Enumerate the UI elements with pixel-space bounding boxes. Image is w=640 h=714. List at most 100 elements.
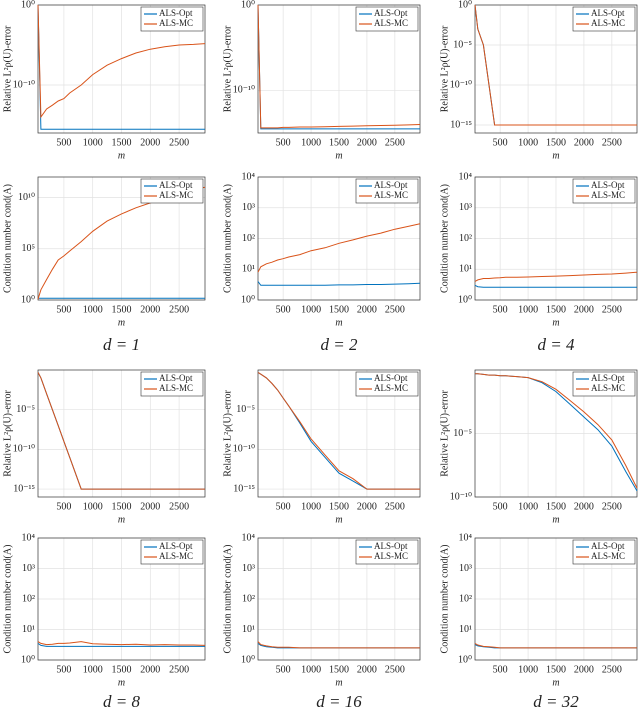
- x-tick-label: 500: [493, 304, 508, 315]
- x-tick-label: 1000: [518, 501, 538, 512]
- x-tick-label: 1000: [518, 137, 538, 148]
- x-tick-label: 2500: [169, 304, 189, 315]
- legend-label: ALS-MC: [374, 190, 408, 200]
- y-tick-label: 10⁰: [241, 0, 255, 10]
- x-tick-label: 1000: [301, 304, 321, 315]
- legend-box: [355, 6, 419, 32]
- x-tick-label: 1000: [83, 501, 103, 512]
- legend-label: ALS-MC: [591, 551, 625, 561]
- series-line: [257, 371, 420, 490]
- plot-frame: [37, 369, 206, 498]
- x-tick-label: 2500: [385, 137, 405, 148]
- x-tick-label: 1500: [329, 137, 349, 148]
- x-axis-label: m: [335, 150, 342, 161]
- y-axis-label: Relative L²ρ(U)-error: [439, 390, 450, 477]
- y-tick-label: 10⁰: [241, 654, 255, 665]
- x-axis-label: m: [552, 677, 559, 688]
- legend-label: ALS-MC: [591, 18, 625, 28]
- legend-label: ALS-Opt: [591, 373, 625, 383]
- x-tick-label: 2500: [169, 501, 189, 512]
- y-tick-label: 10⁴: [22, 532, 36, 543]
- legend-label: ALS-Opt: [374, 180, 408, 190]
- x-tick-label: 2000: [140, 501, 160, 512]
- y-tick-label: 10¹: [459, 264, 472, 275]
- legend-label: ALS-Opt: [591, 541, 625, 551]
- caption: d = 16: [316, 692, 362, 711]
- y-tick-label: 10⁻¹⁰: [13, 79, 35, 90]
- y-tick-label: 10³: [242, 202, 255, 213]
- series-line: [474, 642, 637, 649]
- plot-frame: [257, 369, 421, 498]
- y-tick-label: 10⁻¹⁵: [13, 483, 35, 494]
- y-tick-label: 10⁰: [21, 294, 35, 305]
- x-tick-label: 1500: [329, 664, 349, 675]
- x-tick-label: 2000: [357, 137, 377, 148]
- y-tick-label: 10³: [242, 563, 255, 574]
- y-axis-label: Condition number cond(A): [222, 545, 233, 654]
- x-tick-label: 1500: [329, 304, 349, 315]
- x-axis-label: m: [552, 317, 559, 328]
- y-tick-label: 10⁻¹⁰: [233, 444, 255, 455]
- x-tick-label: 2000: [574, 664, 594, 675]
- legend-box: [140, 371, 204, 397]
- plot-frame: [474, 4, 638, 134]
- series-line: [37, 642, 205, 647]
- y-tick-label: 10⁵: [22, 243, 36, 254]
- x-tick-label: 1000: [518, 664, 538, 675]
- y-axis-label: Relative L²ρ(U)-error: [2, 390, 13, 477]
- y-tick-label: 10⁻⁵: [453, 428, 472, 439]
- x-tick-label: 2000: [140, 304, 160, 315]
- y-tick-label: 10⁴: [459, 171, 473, 182]
- y-tick-label: 10⁰: [458, 654, 472, 665]
- x-tick-label: 2000: [357, 501, 377, 512]
- x-axis-label: m: [118, 317, 125, 328]
- x-axis-label: m: [118, 150, 125, 161]
- y-tick-label: 10²: [459, 233, 472, 244]
- series-line: [37, 4, 205, 130]
- x-axis-label: m: [552, 514, 559, 525]
- x-tick-label: 1000: [301, 501, 321, 512]
- y-tick-label: 10⁻¹⁰: [450, 79, 472, 90]
- y-tick-label: 10⁰: [21, 0, 35, 10]
- legend-box: [140, 539, 204, 565]
- x-tick-label: 1500: [329, 501, 349, 512]
- legend-label: ALS-Opt: [159, 8, 193, 18]
- y-tick-label: 10¹: [242, 624, 255, 635]
- y-tick-label: 10⁴: [242, 171, 256, 182]
- y-tick-label: 10⁻⁵: [453, 39, 472, 50]
- x-tick-label: 500: [493, 664, 508, 675]
- x-tick-label: 2500: [385, 664, 405, 675]
- y-axis-label: Condition number cond(A): [439, 184, 450, 293]
- y-tick-label: 10⁰: [458, 294, 472, 305]
- y-tick-label: 10⁰: [21, 654, 35, 665]
- plot-frame: [37, 176, 206, 301]
- legend-box: [140, 6, 204, 32]
- legend-box: [355, 371, 419, 397]
- legend-label: ALS-Opt: [374, 373, 408, 383]
- x-tick-label: 2000: [574, 501, 594, 512]
- plot-frame: [257, 537, 421, 661]
- legend-box: [572, 178, 636, 204]
- legend-box: [572, 6, 636, 32]
- series-line: [37, 372, 205, 490]
- x-tick-label: 2500: [602, 137, 622, 148]
- y-tick-label: 10⁻¹⁵: [450, 119, 472, 130]
- legend-box: [572, 539, 636, 565]
- series-line: [474, 4, 637, 126]
- x-tick-label: 1500: [112, 501, 132, 512]
- legend-label: ALS-MC: [159, 383, 193, 393]
- legend-label: ALS-MC: [374, 18, 408, 28]
- legend-label: ALS-Opt: [159, 180, 193, 190]
- legend-label: ALS-MC: [159, 551, 193, 561]
- x-tick-label: 1000: [301, 137, 321, 148]
- y-tick-label: 10⁻¹⁰: [233, 85, 255, 96]
- legend-label: ALS-Opt: [591, 180, 625, 190]
- x-tick-label: 1000: [83, 664, 103, 675]
- x-tick-label: 2500: [385, 501, 405, 512]
- series-line: [475, 373, 638, 489]
- legend-box: [572, 371, 636, 397]
- x-tick-label: 2500: [602, 304, 622, 315]
- x-tick-label: 2500: [169, 137, 189, 148]
- x-tick-label: 500: [493, 501, 508, 512]
- legend-label: ALS-MC: [591, 383, 625, 393]
